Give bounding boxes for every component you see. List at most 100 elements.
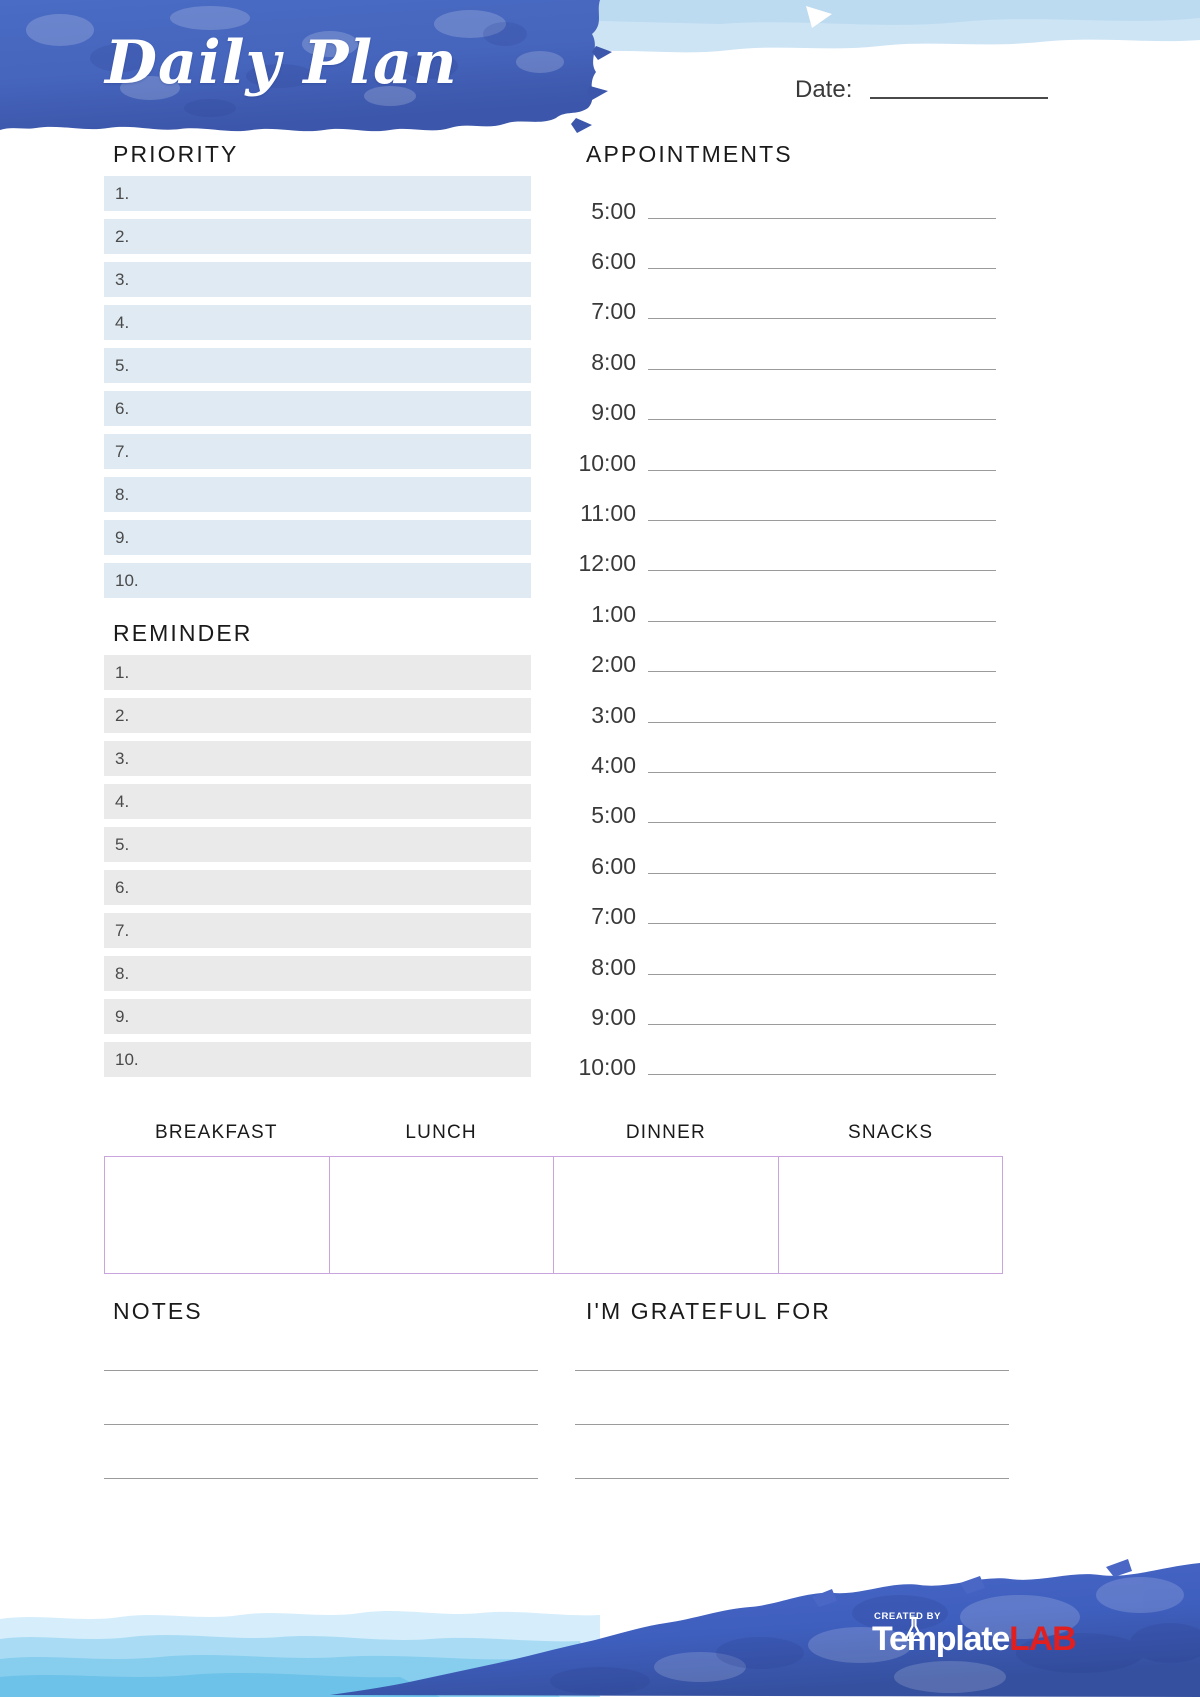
logo-template-text: Template (872, 1620, 1010, 1658)
meal-entry-cell[interactable] (779, 1157, 1003, 1273)
appointment-row[interactable]: 9:00 (560, 992, 996, 1042)
appointment-entry-line[interactable] (648, 570, 996, 572)
priority-item-number: 2. (115, 226, 130, 246)
appointment-entry-line[interactable] (648, 872, 996, 874)
reminder-list: 1. 2. 3. 4. 5. 6. 7. 8. 9. 10. (104, 655, 531, 1085)
reminder-item-number: 6. (115, 877, 130, 897)
reminder-item-row[interactable]: 9. (104, 999, 531, 1034)
appointment-entry-line[interactable] (648, 1074, 996, 1076)
appointment-entry-line[interactable] (648, 923, 996, 925)
priority-item-row[interactable]: 7. (104, 434, 531, 469)
notes-lines[interactable] (104, 1370, 538, 1532)
meal-column-heading: BREAKFAST (155, 1122, 278, 1143)
priority-item-row[interactable]: 4. (104, 305, 531, 340)
appointment-time-label: 6:00 (591, 852, 636, 879)
appointment-time-label: 10:00 (578, 1054, 636, 1081)
notes-write-line[interactable] (104, 1370, 538, 1371)
appointment-entry-line[interactable] (648, 318, 996, 320)
appointment-row[interactable]: 10:00 (560, 438, 996, 488)
priority-item-row[interactable]: 10. (104, 563, 531, 598)
priority-item-row[interactable]: 3. (104, 262, 531, 297)
priority-item-row[interactable]: 8. (104, 477, 531, 512)
priority-item-row[interactable]: 1. (104, 176, 531, 211)
reminder-item-row[interactable]: 6. (104, 870, 531, 905)
appointment-row[interactable]: 5:00 (560, 791, 996, 841)
appointment-entry-line[interactable] (648, 268, 996, 270)
priority-item-row[interactable]: 5. (104, 348, 531, 383)
meal-column-heading: DINNER (625, 1122, 706, 1143)
appointment-row[interactable]: 7:00 (560, 287, 996, 337)
notes-write-line[interactable] (104, 1478, 538, 1479)
logo-created-by-label: CREATED BY (874, 1611, 942, 1622)
appointment-entry-line[interactable] (648, 1023, 996, 1025)
date-field[interactable]: Date: (795, 78, 1049, 102)
appointment-entry-line[interactable] (648, 217, 996, 219)
meal-column-heading: LUNCH (405, 1122, 477, 1143)
priority-item-number: 3. (115, 269, 130, 289)
appointment-entry-line[interactable] (648, 520, 996, 522)
meal-column-heading: SNACKS (847, 1122, 934, 1143)
appointment-row[interactable]: 6:00 (560, 236, 996, 286)
appointment-row[interactable]: 1:00 (560, 589, 996, 639)
appointment-row[interactable]: 11:00 (560, 488, 996, 538)
appointment-entry-line[interactable] (648, 368, 996, 370)
priority-item-number: 7. (115, 441, 130, 461)
appointment-entry-line[interactable] (648, 419, 996, 421)
appointment-time-label: 12:00 (578, 550, 636, 577)
reminder-item-row[interactable]: 5. (104, 827, 531, 862)
appointment-row[interactable]: 5:00 (560, 186, 996, 236)
priority-item-row[interactable]: 2. (104, 219, 531, 254)
appointment-entry-line[interactable] (648, 822, 996, 824)
appointment-row[interactable]: 9:00 (560, 388, 996, 438)
reminder-item-number: 10. (115, 1049, 139, 1069)
appointment-row[interactable]: 8:00 (560, 337, 996, 387)
meal-entry-cell[interactable] (105, 1157, 330, 1273)
notes-heading: NOTES (113, 1298, 203, 1324)
appointment-row[interactable]: 12:00 (560, 539, 996, 589)
appointment-time-label: 5:00 (591, 197, 636, 224)
meal-entry-cell[interactable] (554, 1157, 779, 1273)
grateful-write-line[interactable] (575, 1478, 1009, 1479)
grateful-write-line[interactable] (575, 1424, 1009, 1425)
reminder-item-row[interactable]: 1. (104, 655, 531, 690)
meal-entry-cell[interactable] (330, 1157, 554, 1273)
reminder-item-number: 4. (115, 791, 130, 811)
appointment-entry-line[interactable] (648, 671, 996, 673)
appointment-row[interactable]: 10:00 (560, 1043, 996, 1093)
reminder-item-row[interactable]: 4. (104, 784, 531, 819)
priority-item-row[interactable]: 9. (104, 520, 531, 555)
grateful-write-line[interactable] (575, 1370, 1009, 1371)
appointment-entry-line[interactable] (648, 973, 996, 975)
appointment-row[interactable]: 3:00 (560, 690, 996, 740)
appointments-list: 5:00 6:00 7:00 8:00 9:00 10:00 11:00 12:00 1:00 2… (560, 186, 996, 1093)
appointment-row[interactable]: 7:00 (560, 891, 996, 941)
flask-icon (905, 1616, 923, 1642)
appointment-entry-line[interactable] (648, 620, 996, 622)
templatelab-logo: CREATED BY TemplateLAB (872, 1611, 1077, 1658)
reminder-item-row[interactable]: 2. (104, 698, 531, 733)
appointment-row[interactable]: 8:00 (560, 942, 996, 992)
notes-write-line[interactable] (104, 1424, 538, 1425)
logo-wordmark: TemplateLAB (872, 1620, 1077, 1658)
appointment-time-label: 8:00 (591, 953, 636, 980)
appointment-row[interactable]: 2:00 (560, 640, 996, 690)
reminder-item-row[interactable]: 7. (104, 913, 531, 948)
appointment-time-label: 10:00 (578, 449, 636, 476)
appointment-time-label: 7:00 (591, 298, 636, 325)
appointment-entry-line[interactable] (648, 469, 996, 471)
appointment-entry-line[interactable] (648, 721, 996, 723)
priority-item-number: 6. (115, 398, 130, 418)
priority-item-row[interactable]: 6. (104, 391, 531, 426)
appointment-time-label: 3:00 (591, 701, 636, 728)
appointments-heading: APPOINTMENTS (586, 141, 793, 167)
reminder-item-row[interactable]: 10. (104, 1042, 531, 1077)
reminder-item-row[interactable]: 3. (104, 741, 531, 776)
reminder-item-row[interactable]: 8. (104, 956, 531, 991)
reminder-heading: REMINDER (113, 620, 253, 646)
grateful-lines[interactable] (575, 1370, 1009, 1532)
appointment-row[interactable]: 4:00 (560, 740, 996, 790)
reminder-item-number: 2. (115, 705, 130, 725)
date-input-line[interactable] (870, 97, 1049, 99)
appointment-row[interactable]: 6:00 (560, 841, 996, 891)
appointment-entry-line[interactable] (648, 771, 996, 773)
